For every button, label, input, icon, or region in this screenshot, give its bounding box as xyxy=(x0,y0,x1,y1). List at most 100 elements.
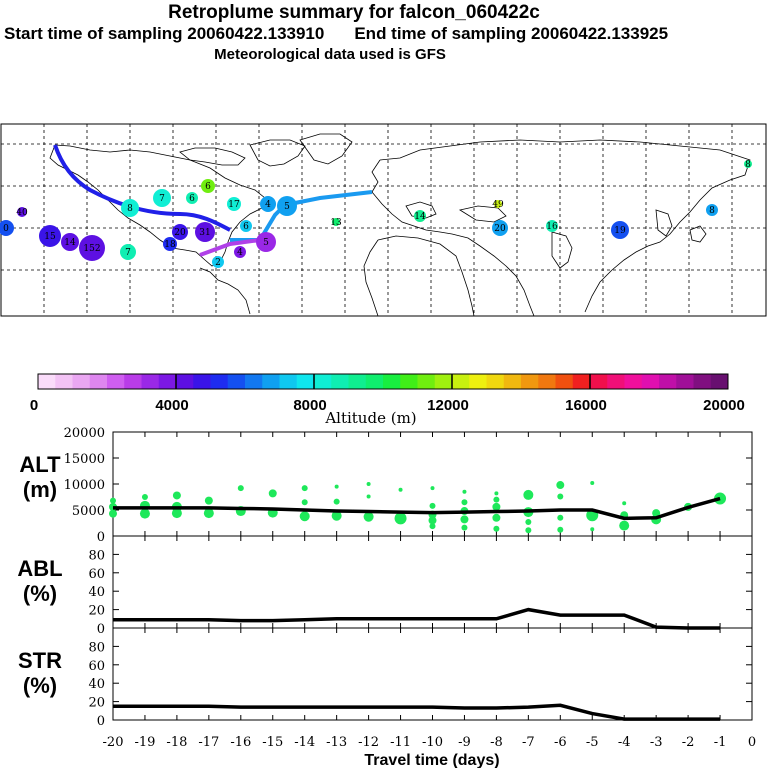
colorbar-tick-label: 4000 xyxy=(155,397,188,414)
map-graticule xyxy=(1,124,766,316)
plume-marker-label: 5 xyxy=(263,238,269,248)
colorbar-swatch xyxy=(296,374,315,389)
colorbar-swatch xyxy=(417,374,436,389)
panel-series-line xyxy=(113,703,721,721)
x-tick-label: -4 xyxy=(618,735,631,750)
alt-scatter-point xyxy=(493,525,500,532)
colorbar-swatch xyxy=(89,374,108,389)
plume-marker xyxy=(153,189,171,207)
plume-marker-label: 20 xyxy=(494,224,506,234)
plume-marker-label: 5 xyxy=(284,202,290,212)
x-tick-label: -6 xyxy=(554,735,567,750)
map-frame xyxy=(0,123,767,317)
alt-scatter-point xyxy=(461,524,468,531)
alt-scatter-point xyxy=(461,499,468,506)
colorbar-swatch xyxy=(693,374,712,389)
plume-marker xyxy=(212,256,224,268)
x-tick-label: -10 xyxy=(422,735,443,750)
alt-scatter-point xyxy=(590,480,595,485)
colorbar-swatch xyxy=(124,374,142,389)
colorbar-swatch xyxy=(279,374,298,389)
x-tick-label: -8 xyxy=(490,735,503,750)
colorbar-swatch xyxy=(710,374,729,389)
panel-series-line xyxy=(113,607,721,630)
alt-scatter-point xyxy=(301,499,308,506)
plume-marker xyxy=(492,220,508,236)
alt-scatter-point xyxy=(590,527,595,532)
plume-marker xyxy=(172,224,188,240)
alt-scatter-point xyxy=(429,502,436,509)
y-tick-label: 20000 xyxy=(64,426,105,441)
colorbar-swatch xyxy=(624,374,643,389)
start-time-label: Start time of sampling 20060422.133910 xyxy=(4,24,325,43)
x-tick-label: -2 xyxy=(682,735,695,750)
y-tick-label: 80 xyxy=(88,640,105,655)
plume-marker-label: 8 xyxy=(127,204,133,214)
plume-marker xyxy=(0,220,14,236)
plume-marker xyxy=(163,237,177,251)
alt-scatter-point xyxy=(492,513,501,522)
alt-scatter-point xyxy=(494,491,499,496)
alt-scatter-point xyxy=(366,494,371,499)
page-title: Retroplume summary for falcon_060422c xyxy=(168,2,540,23)
y-tick-label: 20 xyxy=(88,604,105,619)
plume-marker xyxy=(260,196,276,212)
colorbar-swatch xyxy=(555,374,574,389)
plume-marker xyxy=(201,179,215,193)
y-tick-label: 60 xyxy=(88,659,105,674)
y-tick-label: 5000 xyxy=(72,504,105,519)
alt-scatter-point xyxy=(525,527,532,534)
met-data-label: Meteorological data used is GFS xyxy=(214,46,446,63)
plume-marker-label: 18 xyxy=(164,240,176,250)
plume-marker-label: 31 xyxy=(199,228,210,238)
alt-scatter-point xyxy=(462,489,467,494)
alt-scatter-point xyxy=(428,516,437,525)
plume-marker-label: 40 xyxy=(16,208,28,218)
plume-marker-label: 2 xyxy=(215,258,221,268)
alt-scatter-point xyxy=(171,508,182,519)
alt-scatter-point xyxy=(301,485,308,492)
alt-scatter-point xyxy=(363,511,374,522)
sampling-times: Start time of sampling 20060422.133910 En… xyxy=(4,24,768,44)
alt-scatter-point xyxy=(110,497,116,504)
plume-marker-label: 20 xyxy=(174,228,186,238)
x-tick-label: -11 xyxy=(390,735,411,750)
x-tick-label: -19 xyxy=(134,735,155,750)
panel-ylabel: ALT xyxy=(19,452,61,477)
map-coastlines xyxy=(49,133,751,317)
x-tick-label: -18 xyxy=(166,735,187,750)
colorbar-swatch xyxy=(141,374,160,389)
plume-marker-label: 14 xyxy=(64,238,76,248)
alt-scatter-point xyxy=(622,501,627,506)
plume-marker xyxy=(39,225,61,247)
colorbar-swatch xyxy=(521,374,539,389)
alt-scatter-point xyxy=(460,515,469,524)
alt-scatter-point xyxy=(141,494,148,500)
panel-ylabel: (%) xyxy=(23,673,57,698)
plume-marker-label: 4 xyxy=(237,248,243,258)
x-tick-label: -5 xyxy=(586,735,599,750)
colorbar-frame xyxy=(37,373,729,390)
colorbar-swatch xyxy=(503,374,522,389)
plume-marker xyxy=(546,220,558,232)
colorbar-swatch xyxy=(38,374,56,389)
alt-scatter-point xyxy=(109,509,117,518)
plume-marker-label: 6 xyxy=(205,182,211,192)
altitude-colorbar: 0 4000 8000 12000 16000 20000 Altitude (m) xyxy=(30,373,745,427)
alt-scatter-point xyxy=(203,508,214,519)
plume-marker-label: 17 xyxy=(228,200,240,210)
colorbar-swatch xyxy=(452,374,470,389)
colorbar-swatch xyxy=(245,374,263,389)
plume-marker-label: 14 xyxy=(414,212,426,222)
plume-marker-label: 19 xyxy=(614,226,626,236)
y-tick-label: 80 xyxy=(88,548,105,563)
x-tick-label: -13 xyxy=(326,735,347,750)
colorbar-swatch xyxy=(400,374,418,389)
alt-scatter-point xyxy=(619,520,630,531)
x-tick-label: -9 xyxy=(458,735,471,750)
alt-scatter-point xyxy=(268,489,277,498)
plume-marker-label: 6 xyxy=(189,194,195,204)
alt-scatter-point xyxy=(556,481,565,490)
y-tick-label: 0 xyxy=(97,530,105,545)
